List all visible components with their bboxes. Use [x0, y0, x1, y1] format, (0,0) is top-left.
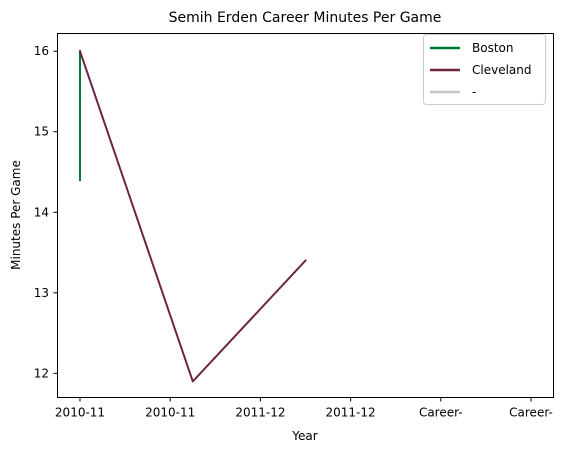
y-tick-label: 13 [34, 286, 49, 300]
legend-label: Boston [472, 41, 513, 55]
y-axis-label: Minutes Per Game [9, 160, 23, 270]
x-tick-label: Career- [419, 406, 463, 420]
plot-lines [78, 49, 307, 383]
y-tick-label: 12 [34, 366, 49, 380]
legend-label: Cleveland [472, 63, 532, 77]
legend-label: - [472, 85, 476, 99]
plot-area-frame [57, 33, 554, 398]
y-tick-label: 15 [34, 125, 49, 139]
x-tick-label: 2010-11 [55, 406, 105, 420]
series-line-cleveland [78, 49, 307, 383]
y-tick-label: 14 [34, 205, 49, 219]
x-tick-label: 2011-12 [235, 406, 285, 420]
y-axis: 12 13 14 15 16 [34, 44, 58, 380]
x-tick-label: Career- [509, 406, 553, 420]
x-tick-label: 2010-11 [145, 406, 195, 420]
x-tick-label: 2011-12 [326, 406, 376, 420]
legend: Boston Cleveland - [423, 34, 546, 105]
chart-title: Semih Erden Career Minutes Per Game [169, 10, 442, 26]
x-axis-label: Year [291, 429, 317, 443]
y-tick-label: 16 [34, 44, 49, 58]
legend-frame [423, 34, 546, 105]
x-axis: 2010-11 2010-11 2011-12 2011-12 Career- Caree… [55, 397, 553, 420]
